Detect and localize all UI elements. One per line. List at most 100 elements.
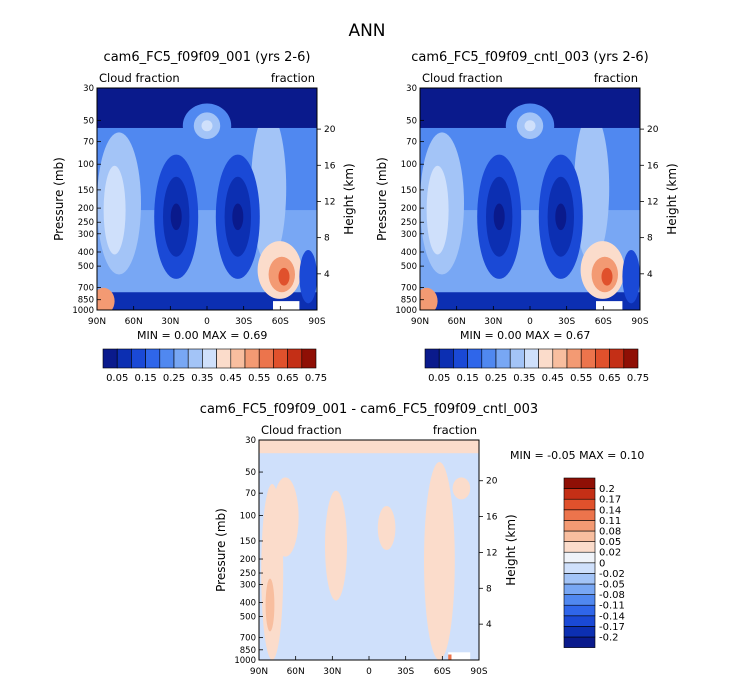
colorbar-box [563, 583, 596, 595]
subtropical-dry-core [493, 203, 505, 231]
min-max-stats: MIN = 0.00 MAX = 0.69 [137, 329, 267, 342]
y-tick-label: 100 [401, 160, 417, 170]
y-tick-label: 850 [78, 296, 94, 306]
positive-60n [272, 477, 299, 557]
colorbar-box [495, 348, 511, 369]
x-tick-label: 30S [235, 317, 252, 327]
colorbar-3: -0.2-0.17-0.14-0.11-0.08-0.05-0.0200.020… [563, 477, 625, 648]
subtropical-dry-core [170, 203, 182, 231]
colorbar-box [438, 348, 454, 369]
y-tick-label: 150 [401, 186, 417, 196]
colorbar-box [563, 551, 596, 564]
y-tick-label: 250 [78, 218, 94, 228]
min-max-stats: MIN = 0.00 MAX = 0.67 [460, 329, 590, 342]
colorbar-box [216, 348, 232, 369]
y-tick-label: 300 [78, 230, 94, 240]
height-tick-label: 4 [324, 270, 330, 280]
colorbar-box [563, 488, 596, 500]
colorbar-box [552, 348, 568, 369]
colorbar-box [230, 348, 246, 369]
height-tick-label: 16 [324, 161, 336, 171]
colorbar-box [563, 498, 596, 511]
x-tick-label: 30N [484, 317, 502, 327]
x-tick-label: 90N [250, 667, 268, 677]
panel-right-label: fraction [594, 71, 638, 85]
stratocumulus-max-core [601, 267, 613, 286]
antarctic-dry [622, 250, 640, 304]
y-tick-label: 100 [78, 160, 94, 170]
colorbar-label: 0.02 [599, 548, 621, 559]
y-tick-label: 50 [245, 468, 256, 478]
y-tick-label: 500 [78, 262, 94, 272]
colorbar-2: 0.05 0.15 0.25 0.35 0.45 0.55 0.65 0.75 [424, 348, 649, 384]
x-tick-label: 0 [204, 317, 210, 327]
y-tick-label: 850 [401, 296, 417, 306]
y-tick-label: 200 [78, 204, 94, 214]
colorbar-box [580, 348, 596, 369]
x-tick-label: 60N [287, 667, 305, 677]
colorbar-label: 0.14 [599, 505, 621, 516]
colorbar-box [563, 562, 596, 574]
positive-nh-core [265, 578, 275, 632]
y-axis-title: Pressure (mb) [214, 508, 228, 592]
positive-upper-sh [452, 477, 471, 500]
colorbar-box [509, 348, 525, 369]
x-tick-label: 30S [397, 667, 414, 677]
colorbar-label: 0 [599, 558, 605, 569]
colorbar-label: 0.55 [570, 373, 592, 384]
colorbar-label: 0.17 [599, 495, 621, 506]
colorbar-box [131, 348, 146, 369]
contour-field [259, 440, 479, 660]
colorbar-label: 0.05 [428, 373, 450, 384]
y-tick-label: 150 [78, 186, 94, 196]
colorbar-label: 0.25 [163, 373, 185, 384]
colorbar-box [273, 348, 288, 369]
positive-spot [448, 654, 452, 660]
colorbar-label: -0.14 [599, 611, 625, 622]
colorbar-box [566, 348, 582, 369]
colorbar-box [301, 348, 317, 369]
height-axis-title: Height (km) [504, 514, 518, 585]
height-tick-label: 8 [647, 234, 653, 244]
colorbar-label: -0.2 [599, 633, 619, 644]
colorbar-box [563, 541, 596, 553]
positive-30n [325, 490, 347, 601]
colorbar-box [424, 348, 440, 369]
missing-data [596, 301, 623, 310]
y-tick-label: 30 [406, 84, 417, 94]
colorbar-label: 0.15 [456, 373, 478, 384]
x-tick-label: 90N [88, 317, 106, 327]
panel-left-label: Cloud fraction [422, 71, 503, 85]
colorbar-box [563, 604, 596, 617]
panel-title: cam6_FC5_f09f09_001 (yrs 2-6) [104, 50, 311, 65]
y-tick-label: 30 [83, 84, 94, 94]
positive-20s [377, 506, 396, 550]
y-tick-label: 50 [83, 116, 94, 126]
colorbar-box [623, 348, 639, 369]
colorbar-box [563, 594, 596, 606]
colorbar-box [173, 348, 189, 369]
colorbar-label: 0.25 [485, 373, 507, 384]
y-tick-label: 250 [401, 218, 417, 228]
y-tick-label: 700 [78, 283, 94, 293]
plume-nh-core [103, 165, 126, 255]
y-tick-label: 150 [240, 537, 256, 547]
y-tick-label: 30 [245, 436, 256, 446]
stratocumulus-max-core [278, 267, 290, 286]
y-tick-label: 200 [240, 555, 256, 565]
colorbar-label: 0.75 [305, 373, 327, 384]
colorbar-box [453, 348, 468, 369]
colorbar-label: -0.05 [599, 580, 625, 591]
colorbar-label: 0.45 [220, 373, 242, 384]
colorbar-label: 0.45 [542, 373, 564, 384]
y-tick-label: 200 [401, 204, 417, 214]
height-axis-title: Height (km) [665, 163, 679, 234]
colorbar-label: 0.08 [599, 527, 621, 538]
colorbar-box [563, 509, 596, 521]
x-tick-label: 0 [527, 317, 533, 327]
x-tick-label: 90S [308, 317, 325, 327]
y-axis-title: Pressure (mb) [375, 157, 389, 241]
upper-band [259, 440, 479, 454]
height-tick-label: 20 [324, 125, 336, 135]
y-tick-label: 70 [245, 489, 256, 499]
